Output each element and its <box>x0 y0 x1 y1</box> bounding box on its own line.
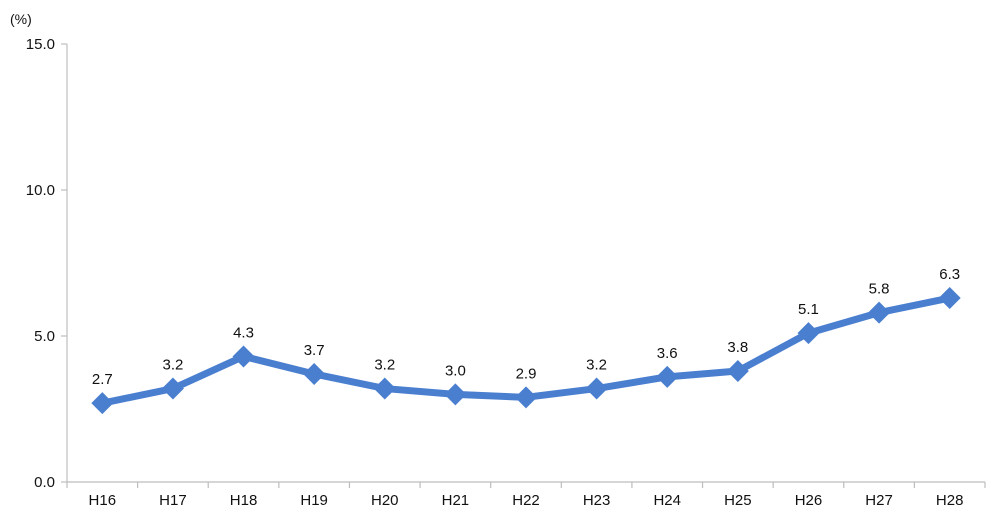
data-label: 6.3 <box>939 266 960 283</box>
data-label: 2.9 <box>516 365 537 382</box>
data-label: 5.1 <box>798 301 819 318</box>
x-tick-label: H17 <box>159 492 187 509</box>
x-tick-label: H16 <box>89 492 117 509</box>
x-tick-label: H26 <box>795 492 823 509</box>
chart-axes <box>66 44 985 483</box>
data-label: 3.6 <box>657 345 678 362</box>
data-point-marker <box>868 301 891 324</box>
data-label: 3.2 <box>162 357 183 374</box>
x-tick-label: H23 <box>583 492 611 509</box>
data-point-marker <box>91 392 114 415</box>
x-tick-label: H24 <box>653 492 681 509</box>
x-tick-label: H27 <box>865 492 893 509</box>
x-tick-label: H19 <box>300 492 328 509</box>
x-tick-label: H20 <box>371 492 399 509</box>
y-tick-label: 5.0 <box>34 328 55 345</box>
y-tick-label: 10.0 <box>26 182 55 199</box>
data-point-marker <box>303 362 326 385</box>
data-point-marker <box>161 377 184 400</box>
data-label: 3.2 <box>374 357 395 374</box>
x-tick-label: H22 <box>512 492 540 509</box>
data-label: 2.7 <box>92 371 113 388</box>
y-axis-ticks: 0.0 5.0 10.0 15.0 <box>26 36 67 491</box>
data-label: 5.8 <box>869 281 890 298</box>
data-label: 3.7 <box>304 342 325 359</box>
data-label: 3.2 <box>586 357 607 374</box>
data-point-marker <box>656 365 679 388</box>
data-point-marker <box>232 345 255 368</box>
y-tick-label: 0.0 <box>34 474 55 491</box>
data-point-marker <box>797 322 820 345</box>
x-tick-label: H18 <box>230 492 258 509</box>
x-tick-label: H21 <box>442 492 470 509</box>
data-point-marker <box>585 377 608 400</box>
data-label: 4.3 <box>233 324 254 341</box>
y-axis-unit-label: (%) <box>10 11 32 27</box>
data-label-layer: 2.7 3.2 4.3 3.7 3.2 3.0 2.9 3.2 3.6 3.8 5.1 5.8 6.3 <box>92 266 960 388</box>
y-tick-label: 15.0 <box>26 36 55 53</box>
x-tick-label: H25 <box>724 492 752 509</box>
marker-layer <box>91 287 961 415</box>
data-point-marker <box>373 377 396 400</box>
data-point-marker <box>938 287 961 310</box>
x-axis-ticks: H16 H17 H18 H19 H20 H21 H22 H23 H24 H25 H26 H27 H28 <box>66 482 986 509</box>
data-label: 3.8 <box>727 339 748 356</box>
data-point-marker <box>726 360 749 383</box>
data-label: 3.0 <box>445 362 466 379</box>
data-point-marker <box>444 383 467 406</box>
x-tick-label: H28 <box>936 492 964 509</box>
data-point-marker <box>515 386 537 409</box>
